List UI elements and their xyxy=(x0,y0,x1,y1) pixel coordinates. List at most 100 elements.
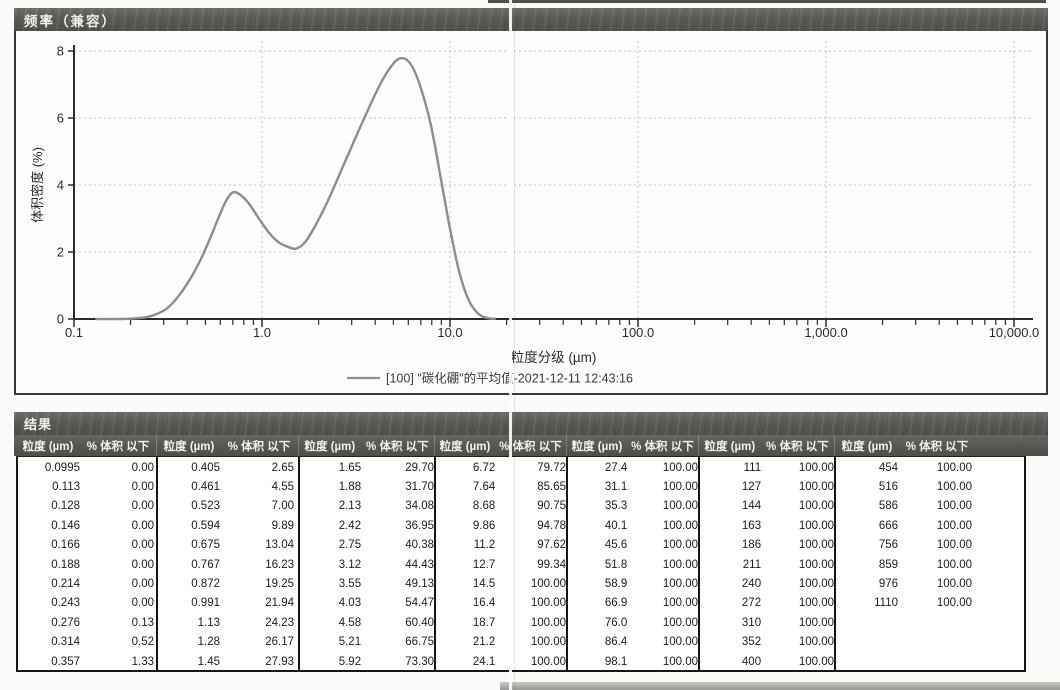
table-row: 2.75 40.38 xyxy=(300,536,434,555)
pct-volume-under-value: 7.00 xyxy=(271,500,294,513)
pct-volume-under-value: 100.00 xyxy=(936,558,972,571)
scan-fold-white-stripe xyxy=(509,0,512,690)
table-row: 1.28 26.17 xyxy=(158,633,298,652)
size-value: 272 xyxy=(741,597,762,610)
pct-volume-under-value: 100.00 xyxy=(662,519,698,532)
size-value: 5.92 xyxy=(338,655,362,668)
table-row: 24.1 100.00 xyxy=(436,652,566,671)
results-section-title: 结果 xyxy=(24,417,53,432)
x-tick-label: 0.1 xyxy=(65,325,83,340)
table-row: 211 100.00 xyxy=(700,555,834,574)
pct-volume-under-value: 24.23 xyxy=(265,616,294,629)
table-row: 310 100.00 xyxy=(700,613,834,632)
col-header-pct: % 体积 以下 xyxy=(86,440,150,453)
table-row: 12.7 99.34 xyxy=(436,555,566,574)
table-row: 976 100.00 xyxy=(836,574,1024,593)
results-header-group: 粒度 (µm) % 体积 以下 xyxy=(16,435,156,456)
size-value: 4.03 xyxy=(338,597,362,610)
table-row: 0.276 0.13 xyxy=(18,613,156,632)
size-value: 186 xyxy=(741,539,762,552)
pct-volume-under-value: 0.00 xyxy=(131,558,154,571)
size-value: 11.2 xyxy=(473,539,496,552)
size-value: 24.1 xyxy=(472,655,496,668)
x-tick-label: 1,000.0 xyxy=(804,325,847,340)
pct-volume-under-value: 9.89 xyxy=(271,519,294,532)
pct-volume-under-value: 100.00 xyxy=(798,578,834,591)
table-row: 127 100.00 xyxy=(700,477,834,496)
size-value: 16.4 xyxy=(472,597,496,610)
table-row: 0.675 13.04 xyxy=(158,536,298,555)
table-row: 516 100.00 xyxy=(836,477,1024,496)
table-row: 76.0 100.00 xyxy=(568,613,698,632)
pct-volume-under-value: 54.47 xyxy=(405,597,434,610)
pct-volume-under-value: 100.00 xyxy=(936,597,972,610)
results-table-header: 粒度 (µm)% 体积 以下 粒度 (µm)% 体积 以下 粒度 (µm)% 体积 … xyxy=(14,435,1048,456)
pct-volume-under-value: 2.65 xyxy=(271,461,294,474)
table-row: 666 100.00 xyxy=(836,516,1024,535)
table-row: 5.21 66.75 xyxy=(300,633,434,652)
table-row: 756 100.00 xyxy=(836,536,1024,555)
col-header-pct: % 体积 以下 xyxy=(905,440,969,453)
y-tick-label: 4 xyxy=(57,178,64,193)
table-row: 11.2 97.62 xyxy=(436,536,566,555)
table-row: 14.5 100.00 xyxy=(436,574,566,593)
pct-volume-under-value: 44.43 xyxy=(405,558,434,571)
size-value: 0.357 xyxy=(51,655,80,668)
table-row: 3.12 44.43 xyxy=(300,555,434,574)
pct-volume-under-value: 36.95 xyxy=(405,519,434,532)
pct-volume-under-value: 100.00 xyxy=(936,539,972,552)
table-row: 8.68 90.75 xyxy=(436,497,566,516)
size-value: 3.12 xyxy=(338,558,362,571)
pct-volume-under-value: 100.00 xyxy=(662,616,698,629)
size-value: 76.0 xyxy=(604,616,628,629)
size-value: 14.5 xyxy=(472,578,496,591)
table-row: 2.42 36.95 xyxy=(300,516,434,535)
pct-volume-under-value: 100.00 xyxy=(798,519,834,532)
table-row: 0.523 7.00 xyxy=(158,497,298,516)
table-row: 0.461 4.55 xyxy=(158,477,298,496)
table-row: 9.86 94.78 xyxy=(436,516,566,535)
size-value: 31.1 xyxy=(604,481,628,494)
table-row: 400 100.00 xyxy=(700,652,834,671)
pct-volume-under-value: 90.75 xyxy=(537,500,566,513)
size-value: 0.188 xyxy=(51,558,80,571)
size-value: 6.72 xyxy=(472,461,496,474)
size-value: 12.7 xyxy=(472,558,496,571)
table-row: 0.146 0.00 xyxy=(18,516,156,535)
pct-volume-under-value: 100.00 xyxy=(798,558,834,571)
results-header-group: 粒度 (µm) % 体积 以下 xyxy=(834,435,1022,456)
results-column-group: 454 100.00 516 100.00 586 100.00 666 100.00 756 1… xyxy=(836,457,1024,670)
size-value: 352 xyxy=(741,636,762,649)
pct-volume-under-value: 100.00 xyxy=(798,597,834,610)
pct-volume-under-value: 100.00 xyxy=(662,481,698,494)
pct-volume-under-value: 100.00 xyxy=(662,539,698,552)
size-value: 0.767 xyxy=(191,558,220,571)
size-value: 976 xyxy=(878,578,898,591)
pct-volume-under-value: 100.00 xyxy=(530,578,566,591)
table-row: 0.214 0.00 xyxy=(18,574,156,593)
pct-volume-under-value: 85.65 xyxy=(537,481,566,494)
pct-volume-under-value: 0.00 xyxy=(131,500,154,513)
table-row: 51.8 100.00 xyxy=(568,555,698,574)
frequency-section-title: 频率（兼容） xyxy=(24,13,117,29)
size-value: 211 xyxy=(742,558,762,571)
table-row: 163 100.00 xyxy=(700,516,834,535)
pct-volume-under-value: 100.00 xyxy=(936,500,972,513)
pct-volume-under-value: 73.30 xyxy=(405,655,434,668)
pct-volume-under-value: 100.00 xyxy=(798,616,834,629)
col-header-size: 粒度 (µm) xyxy=(163,440,215,453)
size-value: 0.523 xyxy=(191,500,220,513)
y-tick-label: 8 xyxy=(57,44,64,59)
size-value: 5.21 xyxy=(338,636,362,649)
results-column-group: 0.405 2.65 0.461 4.55 0.523 7.00 0.594 9.89 0.67… xyxy=(158,457,300,670)
table-row: 18.7 100.00 xyxy=(436,613,566,632)
table-row: 7.64 85.65 xyxy=(436,477,566,496)
size-value: 0.0995 xyxy=(44,461,80,474)
pct-volume-under-value: 100.00 xyxy=(530,616,566,629)
size-value: 0.872 xyxy=(191,578,220,591)
col-header-size: 粒度 (µm) xyxy=(304,440,356,453)
size-value: 0.405 xyxy=(191,461,220,474)
results-column-group: 0.0995 0.00 0.113 0.00 0.128 0.00 0.146 0.00 0.1… xyxy=(18,457,158,670)
table-row: 3.55 49.13 xyxy=(300,574,434,593)
results-table-body: 0.0995 0.00 0.113 0.00 0.128 0.00 0.146 0.00 0.1… xyxy=(16,456,1026,672)
